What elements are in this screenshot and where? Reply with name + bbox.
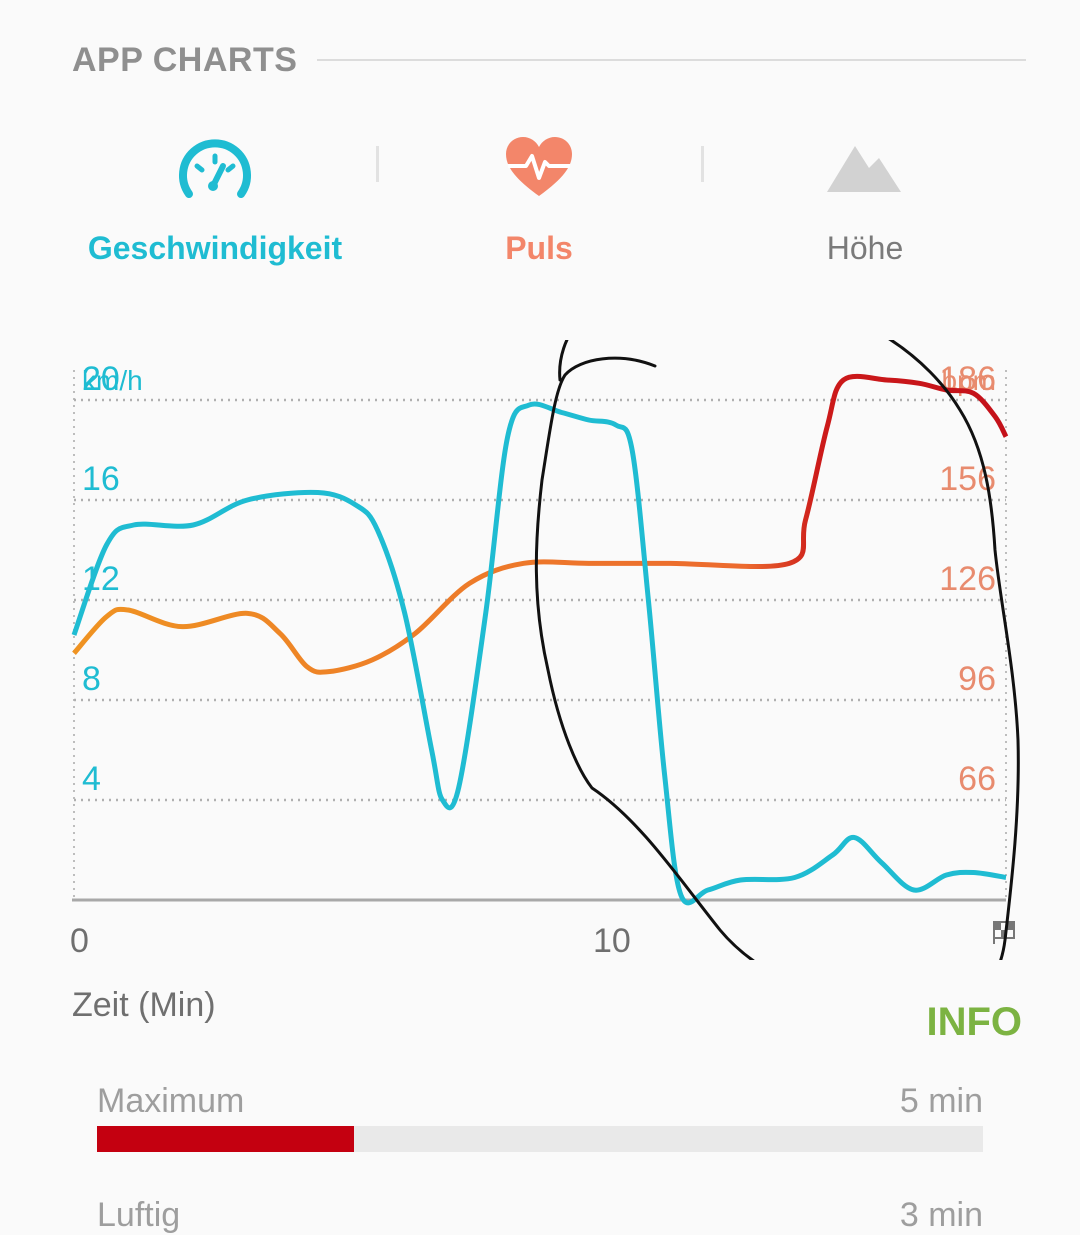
tab-altitude[interactable]: Höhe bbox=[700, 120, 1030, 290]
tab-pulse[interactable]: Puls bbox=[374, 120, 704, 290]
y-left-tick-label: 20 bbox=[82, 360, 120, 398]
tab-altitude-label: Höhe bbox=[826, 230, 904, 266]
y-left-tick-label: 4 bbox=[82, 760, 101, 798]
tab-separator bbox=[376, 146, 379, 182]
finish-flag-icon bbox=[993, 921, 1015, 944]
chart-tabs: Geschwindigkeit Puls Höhe bbox=[0, 120, 1080, 290]
tab-speed[interactable]: Geschwindigkeit bbox=[50, 120, 380, 290]
mountain-icon bbox=[827, 136, 903, 201]
section-header: APP CHARTS bbox=[72, 38, 1026, 82]
pulse-series-line bbox=[72, 373, 1009, 675]
heart-pulse-icon bbox=[504, 136, 574, 203]
freehand-annotation bbox=[534, 340, 1020, 960]
y-left-tick-label: 16 bbox=[82, 460, 120, 498]
zone-progress-bar bbox=[97, 1126, 983, 1152]
section-title: APP CHARTS bbox=[72, 40, 298, 79]
zone-label: Maximum bbox=[97, 1082, 245, 1120]
speedometer-icon bbox=[175, 136, 255, 211]
y-right-tick-label: 66 bbox=[958, 760, 996, 798]
section-divider bbox=[317, 59, 1026, 61]
y-right-tick-label: 96 bbox=[958, 660, 996, 698]
tab-separator bbox=[701, 146, 704, 182]
x-axis-title: Zeit (Min) bbox=[72, 986, 216, 1024]
y-right-tick-label: 126 bbox=[939, 560, 996, 598]
tab-speed-label: Geschwindigkeit bbox=[87, 230, 343, 266]
zone-progress-fill bbox=[97, 1126, 354, 1152]
zone-duration: 5 min bbox=[899, 1082, 983, 1120]
y-left-unit: km/h bbox=[82, 365, 143, 396]
tab-pulse-label: Puls bbox=[505, 230, 573, 266]
speed-series-line bbox=[71, 401, 1007, 906]
info-button[interactable]: INFO bbox=[926, 1000, 1022, 1044]
speed-pulse-chart: 4 8 12 16 20 66 96 126 156 186 km/h bpm 0 10 bbox=[0, 340, 1080, 960]
x-tick-label: 0 bbox=[70, 922, 89, 960]
y-left-tick-label: 8 bbox=[82, 660, 101, 698]
next-zone-duration: 3 min bbox=[899, 1196, 983, 1234]
x-tick-label: 10 bbox=[593, 922, 631, 960]
next-zone-label: Luftig bbox=[97, 1196, 181, 1234]
